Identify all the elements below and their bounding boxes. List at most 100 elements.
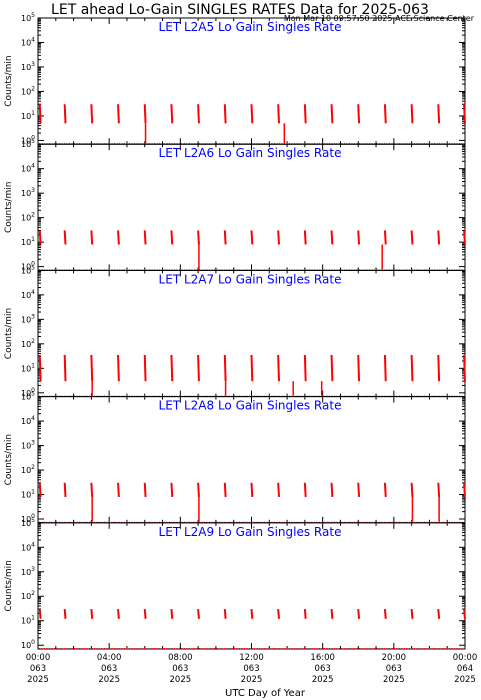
y-tick-label: 101 xyxy=(21,236,35,247)
x-tick-label-line: 00:00 xyxy=(453,653,478,663)
y-axis-label: Counts/min xyxy=(4,434,14,485)
panel-5: 100 101 102 103 104 105 Counts/min LET L2A9 Lo … xyxy=(4,517,477,685)
burst-mark xyxy=(277,104,280,124)
y-tick-label: 104 xyxy=(21,289,35,300)
burst-mark xyxy=(330,482,334,497)
y-axis-label: Counts/min xyxy=(4,560,14,611)
x-tick-label-line: 2025 xyxy=(98,675,120,685)
y-tick-label: 103 xyxy=(21,187,35,198)
burst-mark xyxy=(303,354,307,382)
burst-mark xyxy=(330,354,334,382)
burst-mark xyxy=(143,230,147,245)
y-tick-label: 103 xyxy=(21,313,35,324)
x-tick-label-line: 20:00 xyxy=(382,653,407,663)
burst-mark xyxy=(357,104,361,124)
burst-mark xyxy=(117,354,120,382)
burst-mark xyxy=(277,230,280,245)
burst-mark xyxy=(197,230,200,245)
burst-mark xyxy=(410,104,414,124)
y-tick-label: 102 xyxy=(21,464,35,475)
burst-mark xyxy=(383,482,387,497)
burst-mark xyxy=(170,104,174,124)
burst-mark xyxy=(90,608,94,619)
burst-mark xyxy=(250,354,254,382)
burst-mark xyxy=(357,354,361,382)
y-tick-label: 101 xyxy=(21,362,35,373)
burst-mark xyxy=(303,608,307,619)
burst-mark xyxy=(277,608,280,619)
panel-4: 100 101 102 103 104 105 Counts/min LET L2A8 Lo … xyxy=(4,391,466,524)
plot-frame xyxy=(37,522,466,650)
burst-mark xyxy=(38,104,42,124)
burst-mark xyxy=(197,608,200,619)
burst-mark xyxy=(223,608,227,619)
burst-mark xyxy=(38,608,42,619)
burst-mark xyxy=(250,608,254,619)
burst-mark xyxy=(63,104,67,124)
burst-mark xyxy=(38,482,42,497)
burst-mark xyxy=(38,230,42,245)
burst-mark xyxy=(117,230,120,245)
y-tick-label: 104 xyxy=(21,36,35,47)
y-tick-label: 101 xyxy=(21,615,35,626)
x-tick-label-line: 2025 xyxy=(241,675,263,685)
burst-mark xyxy=(437,104,441,124)
panel-title: LET L2A6 Lo Gain Singles Rate xyxy=(159,146,342,160)
y-axis-label: Counts/min xyxy=(4,308,14,359)
y-tick-label: 105 xyxy=(21,264,35,275)
burst-mark xyxy=(303,482,307,497)
burst-mark xyxy=(143,354,147,382)
x-tick-label-line: 064 xyxy=(457,664,473,674)
burst-mark xyxy=(410,230,414,245)
burst-mark xyxy=(143,482,147,497)
burst-mark xyxy=(117,608,120,619)
y-tick-label: 105 xyxy=(21,391,35,402)
y-tick-label: 104 xyxy=(21,163,35,174)
panel-title: LET L2A9 Lo Gain Singles Rate xyxy=(159,525,342,539)
burst-mark xyxy=(463,482,466,497)
burst-mark xyxy=(90,354,94,382)
burst-mark xyxy=(197,482,200,497)
burst-mark xyxy=(223,230,227,245)
burst-mark xyxy=(197,354,200,382)
y-tick-label: 101 xyxy=(21,110,35,121)
burst-mark xyxy=(117,482,120,497)
burst-mark xyxy=(143,608,147,619)
x-tick-label-line: 063 xyxy=(30,664,46,674)
y-tick-label: 100 xyxy=(21,134,35,145)
burst-mark xyxy=(170,230,174,245)
y-tick-label: 102 xyxy=(21,85,35,96)
burst-mark xyxy=(63,482,67,497)
plot-frame xyxy=(37,396,466,524)
x-tick-label-line: 063 xyxy=(315,664,331,674)
burst-mark xyxy=(357,230,361,245)
burst-mark xyxy=(90,230,94,245)
burst-mark xyxy=(437,354,441,382)
plot-frame xyxy=(37,17,466,145)
burst-mark xyxy=(383,354,387,382)
y-tick-label: 103 xyxy=(21,440,35,451)
burst-mark xyxy=(143,104,147,124)
burst-mark xyxy=(383,608,387,619)
y-tick-label: 105 xyxy=(21,12,35,23)
panel-2: 100 101 102 103 104 105 Counts/min LET L2A6 Lo … xyxy=(4,138,466,272)
burst-mark xyxy=(383,104,387,124)
x-tick-label-line: 063 xyxy=(386,664,402,674)
y-tick-label: 103 xyxy=(21,566,35,577)
x-tick-label-line: 2025 xyxy=(170,675,192,685)
y-tick-label: 102 xyxy=(21,338,35,349)
plot-frame xyxy=(37,143,466,271)
burst-mark xyxy=(357,608,361,619)
y-tick-label: 100 xyxy=(21,387,35,398)
x-tick-label-line: 2025 xyxy=(27,675,49,685)
y-tick-label: 101 xyxy=(21,489,35,500)
burst-mark xyxy=(197,104,200,124)
